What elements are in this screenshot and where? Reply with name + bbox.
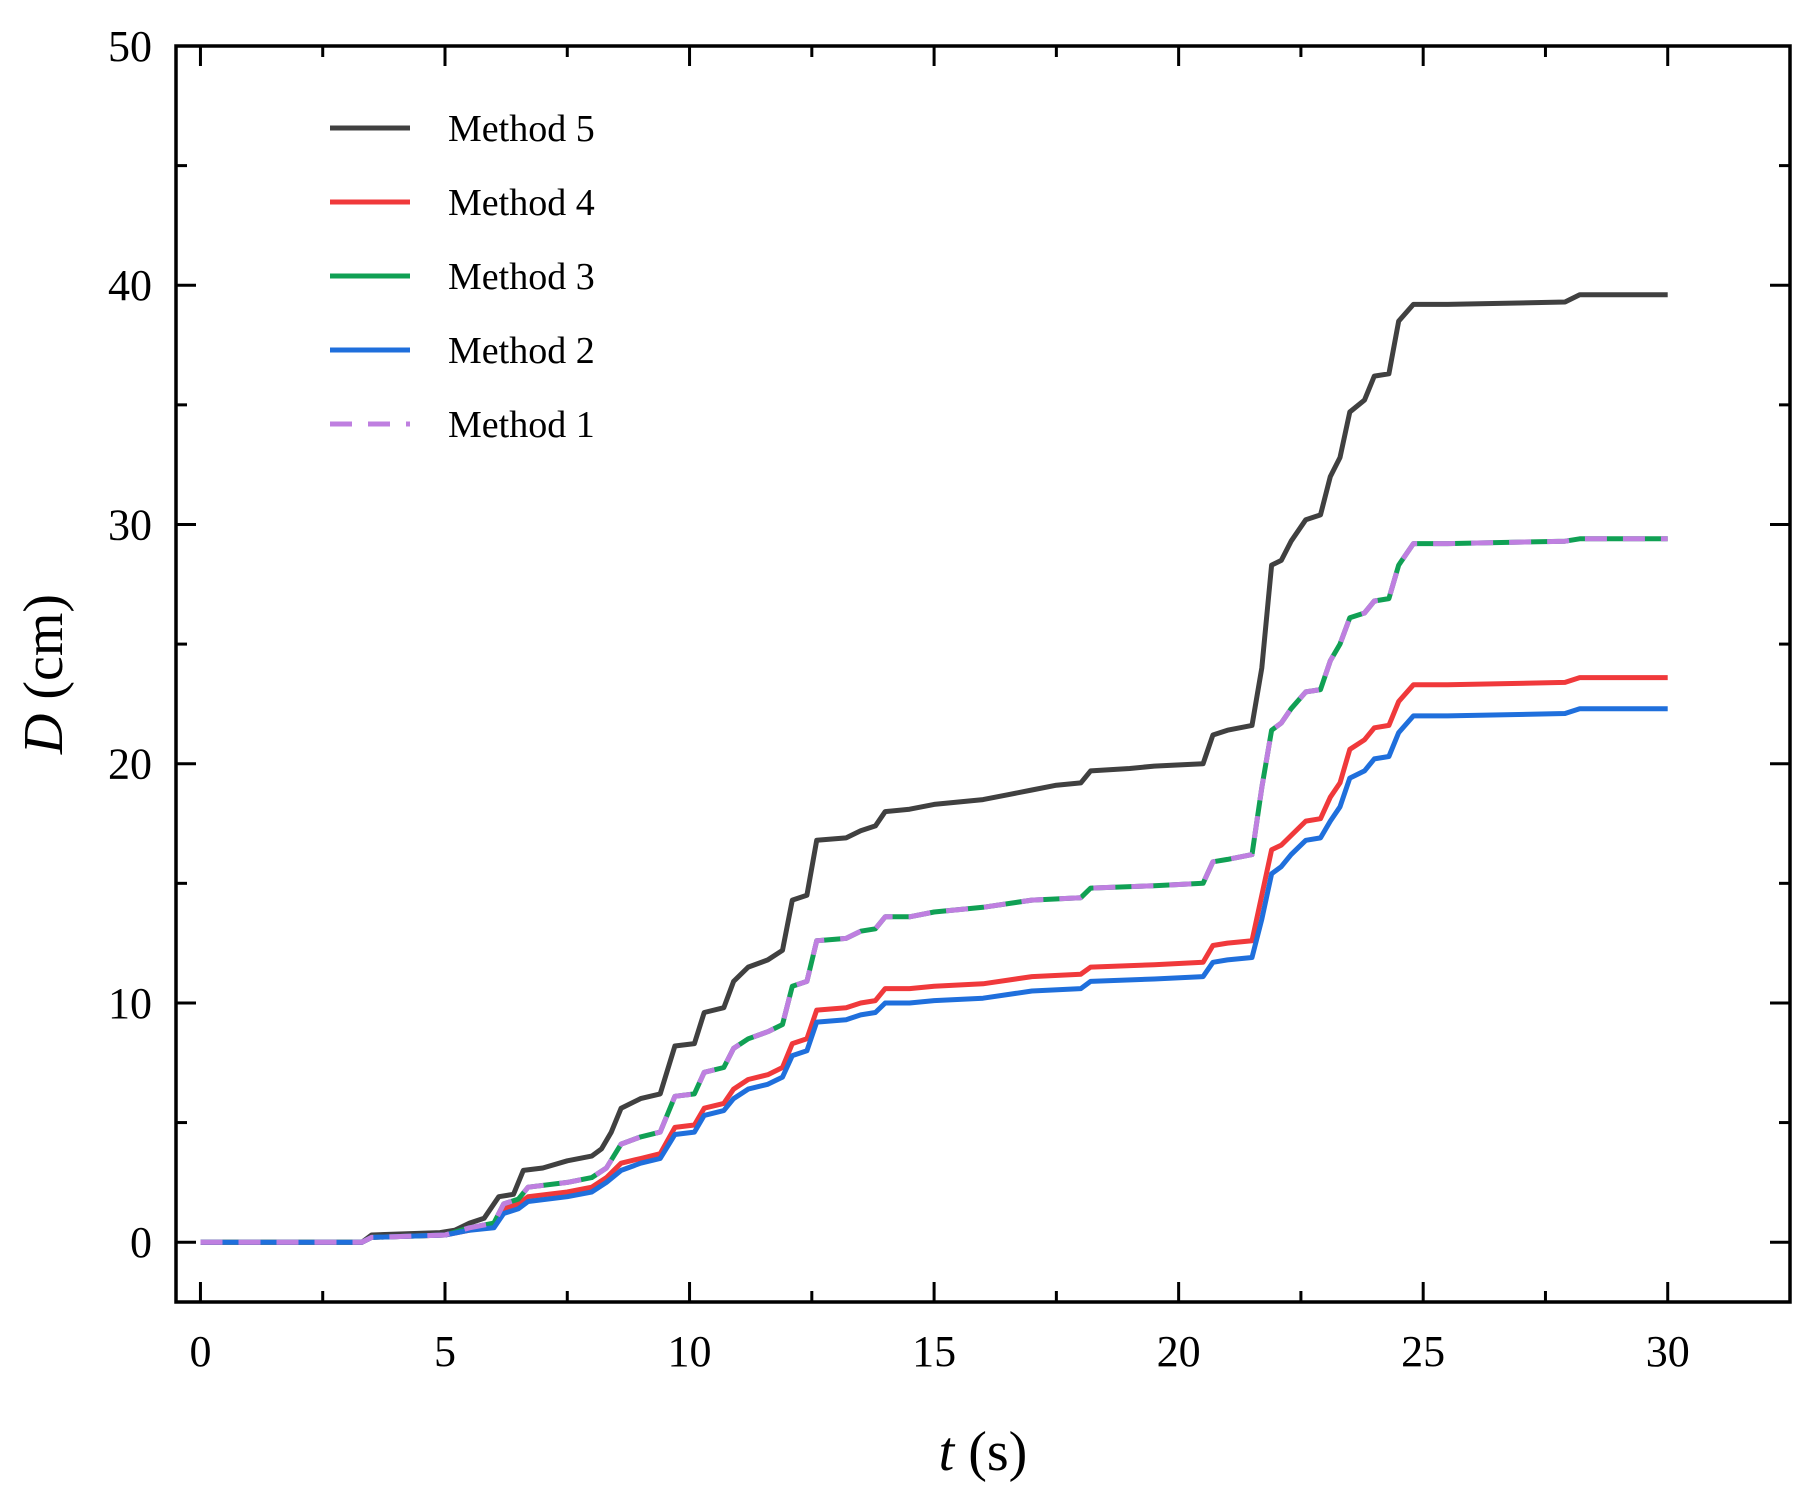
axis-ticks: 0 5 10 15 20 25 30 0 10 20 30 40 50 bbox=[108, 22, 1790, 1376]
series-line-method-5 bbox=[200, 292, 1668, 1245]
y-tick-label: 50 bbox=[108, 22, 152, 71]
legend-label-method-4: Method 4 bbox=[448, 182, 595, 224]
y-tick-label: 0 bbox=[130, 1218, 152, 1267]
x-tick-label: 0 bbox=[189, 1327, 211, 1376]
series-line-method-3 bbox=[200, 536, 1668, 1245]
series-line-method-2 bbox=[200, 706, 1668, 1245]
series-layer bbox=[200, 292, 1668, 1245]
legend-label-method-5: Method 5 bbox=[448, 108, 595, 150]
series-line-method-4 bbox=[200, 675, 1668, 1245]
legend-label-method-2: Method 2 bbox=[448, 330, 595, 372]
x-tick-label: 20 bbox=[1157, 1327, 1201, 1376]
x-tick-label: 15 bbox=[912, 1327, 956, 1376]
x-tick-label: 5 bbox=[434, 1327, 456, 1376]
legend-label-method-1: Method 1 bbox=[448, 404, 595, 446]
y-axis-symbol: D bbox=[13, 714, 75, 755]
x-axis-symbol: t bbox=[939, 1421, 956, 1483]
series-line-method-1 bbox=[200, 536, 1668, 1245]
x-tick-label: 10 bbox=[668, 1327, 712, 1376]
plot-frame bbox=[174, 44, 1792, 1304]
y-tick-label: 40 bbox=[108, 261, 152, 310]
y-tick-label: 10 bbox=[108, 979, 152, 1028]
x-tick-label: 25 bbox=[1401, 1327, 1445, 1376]
x-axis-unit: (s) bbox=[954, 1421, 1027, 1483]
x-tick-label: 30 bbox=[1646, 1327, 1690, 1376]
legend-label-method-3: Method 3 bbox=[448, 256, 595, 298]
y-axis-unit: (cm) bbox=[13, 594, 75, 714]
y-axis-title: D (cm) bbox=[13, 594, 75, 755]
y-tick-label: 20 bbox=[108, 740, 152, 789]
legend: Method 5 Method 4 Method 3 Method 2 Method 1 bbox=[330, 108, 595, 446]
y-tick-label: 30 bbox=[108, 500, 152, 549]
x-axis-title: t (s) bbox=[939, 1421, 1028, 1483]
